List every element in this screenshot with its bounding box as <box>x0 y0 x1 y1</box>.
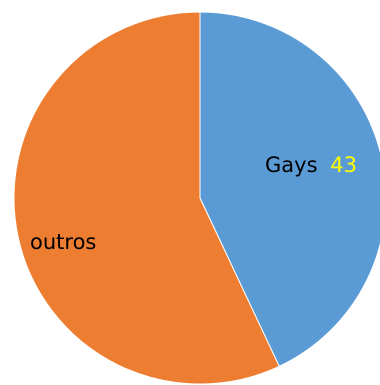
slice-value-gays: 43 <box>330 153 357 177</box>
pie-labels: Gays 43 outros <box>30 153 357 254</box>
slice-label-outros: outros <box>30 230 96 254</box>
slice-name-gays: Gays <box>265 153 318 177</box>
slice-label-gays: Gays 43 <box>265 153 357 177</box>
pie-slice-outros <box>13 11 280 385</box>
pie-slice-gays <box>199 11 380 367</box>
pie-slices <box>13 11 380 385</box>
